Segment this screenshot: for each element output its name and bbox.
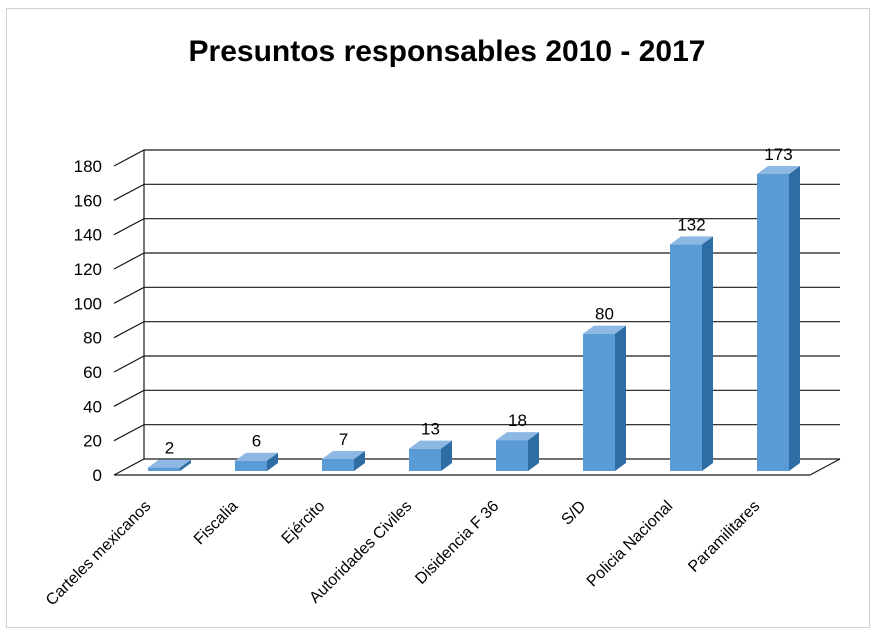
gridline [113,286,840,304]
bar-side [528,432,539,471]
bar-top [583,325,626,334]
y-tick-label: 160 [74,191,102,210]
bar-side [615,325,626,471]
gridline [113,218,840,236]
chart-svg: Presuntos responsables 2010 - 2017 0 20 40… [43,35,841,609]
bar [235,452,278,471]
data-label: 80 [595,305,614,324]
bar-front [322,458,354,471]
data-label: 7 [339,430,348,449]
x-category-label: Carteles mexicanos [43,498,154,609]
y-tick-label: 20 [83,432,102,451]
bar [148,459,191,471]
y-tick-label: 180 [74,157,102,176]
bar-top [496,432,539,441]
bar-front [583,333,615,471]
data-label: 132 [677,215,705,234]
bar-side [441,440,452,471]
gridline [113,183,840,201]
gridline [113,458,840,476]
bar-front [670,244,702,471]
y-tick-label: 140 [74,226,102,245]
bar-front [148,467,180,471]
bars [148,166,800,471]
bar-top [235,452,278,461]
x-category-label: Policia Nacional [584,498,677,591]
bar-top [757,166,800,175]
bar [322,450,365,471]
bar-side [702,236,713,471]
gridline [113,389,840,407]
x-category-label: S/D [558,498,589,529]
gridline [113,424,840,442]
x-category-label: Paramilitares [685,498,763,576]
x-axis-categories: Carteles mexicanos Fiscalia EjércitoAutori… [43,498,763,609]
y-tick-label: 120 [74,260,102,279]
bar-top [670,236,713,245]
y-tick-label: 100 [74,294,102,313]
floor-right-edge [809,458,841,476]
bar-front [409,448,441,471]
gridline [113,321,840,339]
y-tick-label: 0 [93,466,102,485]
x-category-label: Fiscalia [191,498,241,548]
bar-front [757,174,789,471]
y-axis-ticks: 0 20 40 60 80 100 120 140 160 180 [74,157,102,485]
bar-top [322,450,365,459]
data-label: 2 [165,439,174,458]
x-category-label: Disidencia F 36 [412,498,502,588]
bar-top [148,459,191,468]
chart-title: Presuntos responsables 2010 - 2017 [189,35,706,68]
bar-side [354,450,365,471]
data-label: 18 [508,411,527,430]
y-tick-label: 40 [83,397,102,416]
data-label: 6 [252,432,261,451]
gridlines [113,149,841,476]
bar [583,325,626,471]
bar-side [789,166,800,471]
bar [409,440,452,471]
bar [496,432,539,471]
y-tick-label: 80 [83,329,102,348]
bar-front [235,460,267,471]
gridline [113,355,840,373]
y-tick-label: 60 [83,363,102,382]
bar [670,236,713,471]
data-label: 13 [421,420,440,439]
bar [757,166,800,471]
data-label: 173 [764,145,792,164]
chart-frame: Presuntos responsables 2010 - 2017 0 20 40… [6,8,870,628]
gridline [113,149,840,167]
x-category-label: Ejército [279,498,329,548]
bar-side [180,459,191,471]
data-labels: 2 6 7 13 18 80 132 173 [165,145,793,458]
gridline [113,252,840,270]
bar-side [267,452,278,471]
bar-top [409,440,452,449]
bar-front [496,440,528,471]
